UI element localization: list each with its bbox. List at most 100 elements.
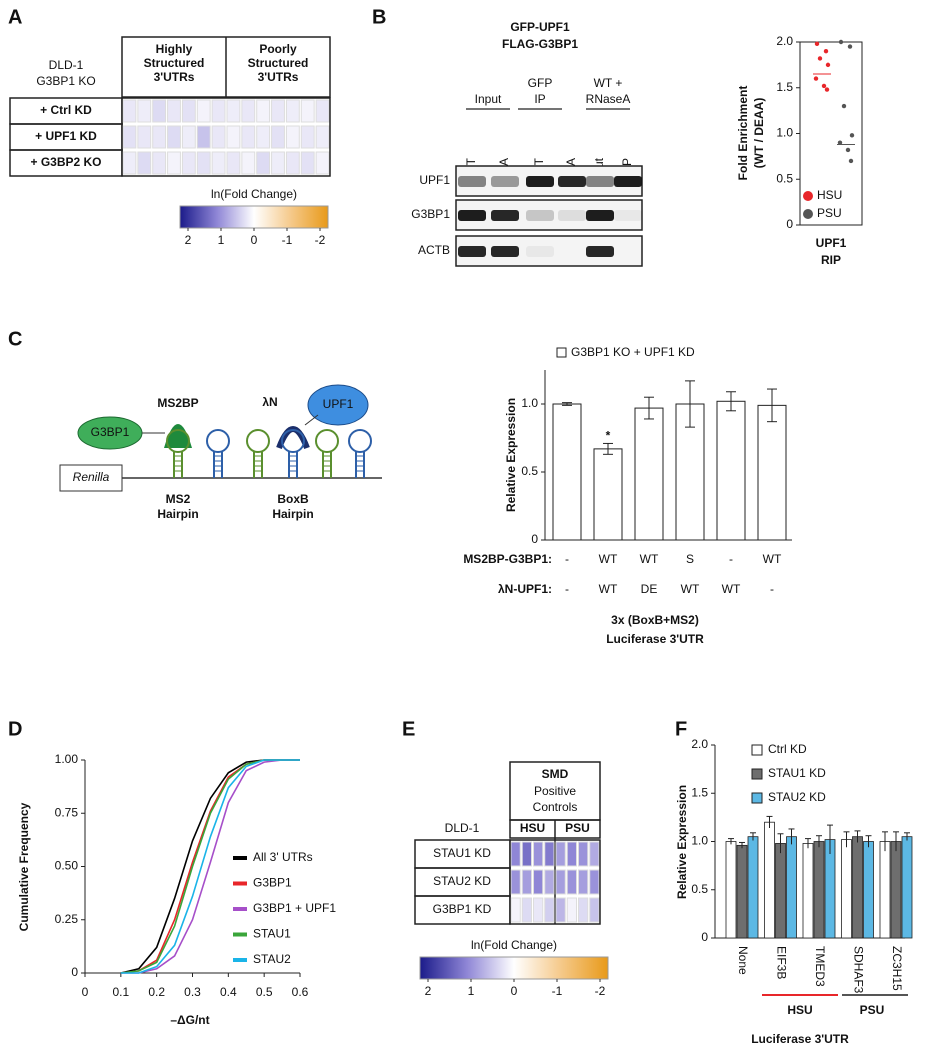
bar — [890, 841, 902, 939]
colorbar-tick-label: -1 — [552, 984, 563, 998]
band — [526, 210, 554, 221]
heatmap-cell — [521, 897, 532, 923]
bar — [634, 407, 664, 541]
y-tick-label: 2.0 — [776, 34, 793, 48]
heatmap-cell — [271, 151, 285, 175]
bar — [824, 839, 836, 939]
heatmap-cell — [285, 125, 300, 149]
heatmap-cell — [589, 897, 600, 923]
data-point — [824, 87, 830, 92]
y-tick-label: 1.00 — [55, 752, 79, 766]
heatmap-cell — [241, 125, 256, 149]
heatmap-cell — [555, 869, 566, 895]
heatmap-cell — [196, 99, 211, 123]
bar — [786, 836, 797, 939]
band — [586, 246, 614, 257]
condition-value: WT — [640, 552, 659, 566]
legend-label: G3BP1 + UPF1 — [253, 901, 336, 915]
hairpin-loop — [315, 429, 339, 453]
lane-label: IP — [620, 158, 634, 169]
blot-title: FLAG-G3BP1 — [502, 37, 578, 51]
lane-group-label: GFP — [528, 76, 553, 90]
bar — [775, 843, 786, 939]
band — [614, 210, 642, 221]
hairpin-label: Hairpin — [157, 507, 198, 521]
row-label: + Ctrl KD — [40, 103, 92, 117]
heatmap-cell — [533, 841, 544, 867]
heatmap-cell — [533, 897, 544, 923]
data-point — [821, 83, 827, 89]
panel-letter: A — [8, 6, 22, 28]
bar — [879, 841, 891, 939]
x-axis-label: –ΔG/nt — [170, 1013, 209, 1027]
series-line — [120, 759, 300, 974]
data-point — [845, 147, 851, 153]
heatmap-cell — [521, 869, 532, 895]
renilla-label: Renilla — [73, 470, 110, 484]
data-point — [814, 41, 820, 47]
heatmap-cell — [152, 99, 167, 123]
band — [558, 210, 586, 221]
legend-label: HSU — [817, 188, 842, 202]
heatmap-cell — [152, 125, 167, 149]
hairpin-label: Hairpin — [272, 507, 313, 521]
band — [558, 176, 586, 187]
heatmap-cell — [152, 151, 167, 175]
bar — [725, 841, 737, 939]
x-tick-label: EIF3B — [774, 946, 788, 979]
protein-label: MS2BP — [157, 396, 198, 410]
heatmap-cell — [181, 125, 196, 149]
y-tick-label: 0.5 — [776, 171, 793, 185]
hairpin-label: MS2 — [166, 492, 191, 506]
legend-swatch — [751, 792, 763, 804]
heatmap-cell — [181, 99, 196, 123]
hairpin-loop — [166, 429, 190, 453]
heatmap-cell — [211, 151, 226, 175]
lane-group-label: Input — [475, 92, 502, 106]
x-tick-label: None — [736, 946, 750, 975]
band — [458, 246, 486, 257]
colorbar-label: ln(Fold Change) — [471, 938, 557, 952]
y-tick-label: 0.25 — [55, 912, 79, 926]
x-tick-label: ZC3H15 — [890, 946, 904, 991]
heatmap-cell — [241, 99, 256, 123]
y-tick-label: 1.5 — [776, 80, 793, 94]
renilla-box — [59, 464, 123, 492]
column-group-label: 3'UTRs — [258, 70, 299, 84]
condition-value: WT — [599, 582, 618, 596]
x-axis-label: Luciferase 3'UTR — [751, 1032, 849, 1046]
colorbar-tick-label: 2 — [425, 984, 432, 998]
condition-value: - — [565, 582, 569, 596]
data-point — [813, 76, 819, 81]
heatmap-cell — [122, 125, 137, 149]
x-tick-label: 0.4 — [220, 985, 237, 999]
y-tick-label: 0 — [71, 965, 78, 979]
x-tick-label: 0.1 — [112, 985, 129, 999]
legend-label: Ctrl KD — [768, 742, 807, 756]
band — [586, 210, 614, 221]
blot-row-label: G3BP1 — [411, 207, 450, 221]
heatmap-cell — [300, 151, 315, 175]
y-axis-label: Fold Enrichment — [736, 86, 750, 181]
heatmap-cell — [122, 151, 137, 175]
heatmap-cell — [300, 99, 315, 123]
header-label: Controls — [533, 800, 578, 814]
subheader-label: PSU — [565, 821, 590, 835]
heatmap-cell — [555, 897, 566, 923]
bar — [901, 836, 913, 939]
row-label: + UPF1 KD — [35, 129, 97, 143]
row-label: G3BP1 KD — [433, 902, 492, 916]
bar — [863, 841, 874, 939]
series-line — [120, 759, 300, 974]
bar — [764, 821, 775, 939]
heatmap-cell — [167, 99, 181, 123]
bar — [802, 843, 814, 939]
significance-label: * — [606, 429, 611, 443]
subheader-label: HSU — [520, 821, 545, 835]
colorbar-tick-label: -2 — [315, 233, 326, 247]
y-tick-label: 0.50 — [55, 859, 79, 873]
series-line — [120, 759, 300, 974]
heatmap-cell — [241, 151, 256, 175]
y-tick-label: 0 — [531, 532, 538, 546]
